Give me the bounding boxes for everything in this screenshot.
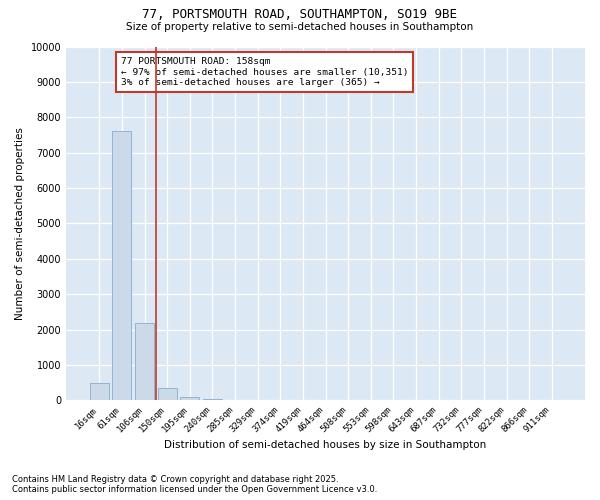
- Bar: [158, 388, 177, 400]
- Bar: [89, 382, 109, 400]
- Text: Contains public sector information licensed under the Open Government Licence v3: Contains public sector information licen…: [12, 486, 377, 494]
- Text: 77, PORTSMOUTH ROAD, SOUTHAMPTON, SO19 9BE: 77, PORTSMOUTH ROAD, SOUTHAMPTON, SO19 9…: [143, 8, 458, 20]
- Bar: [135, 322, 154, 400]
- Text: Size of property relative to semi-detached houses in Southampton: Size of property relative to semi-detach…: [127, 22, 473, 32]
- Text: 77 PORTSMOUTH ROAD: 158sqm
← 97% of semi-detached houses are smaller (10,351)
3%: 77 PORTSMOUTH ROAD: 158sqm ← 97% of semi…: [121, 57, 408, 87]
- Y-axis label: Number of semi-detached properties: Number of semi-detached properties: [15, 127, 25, 320]
- X-axis label: Distribution of semi-detached houses by size in Southampton: Distribution of semi-detached houses by …: [164, 440, 487, 450]
- Bar: [112, 132, 131, 400]
- Text: Contains HM Land Registry data © Crown copyright and database right 2025.: Contains HM Land Registry data © Crown c…: [12, 476, 338, 484]
- Bar: [180, 397, 199, 400]
- Bar: [203, 398, 222, 400]
